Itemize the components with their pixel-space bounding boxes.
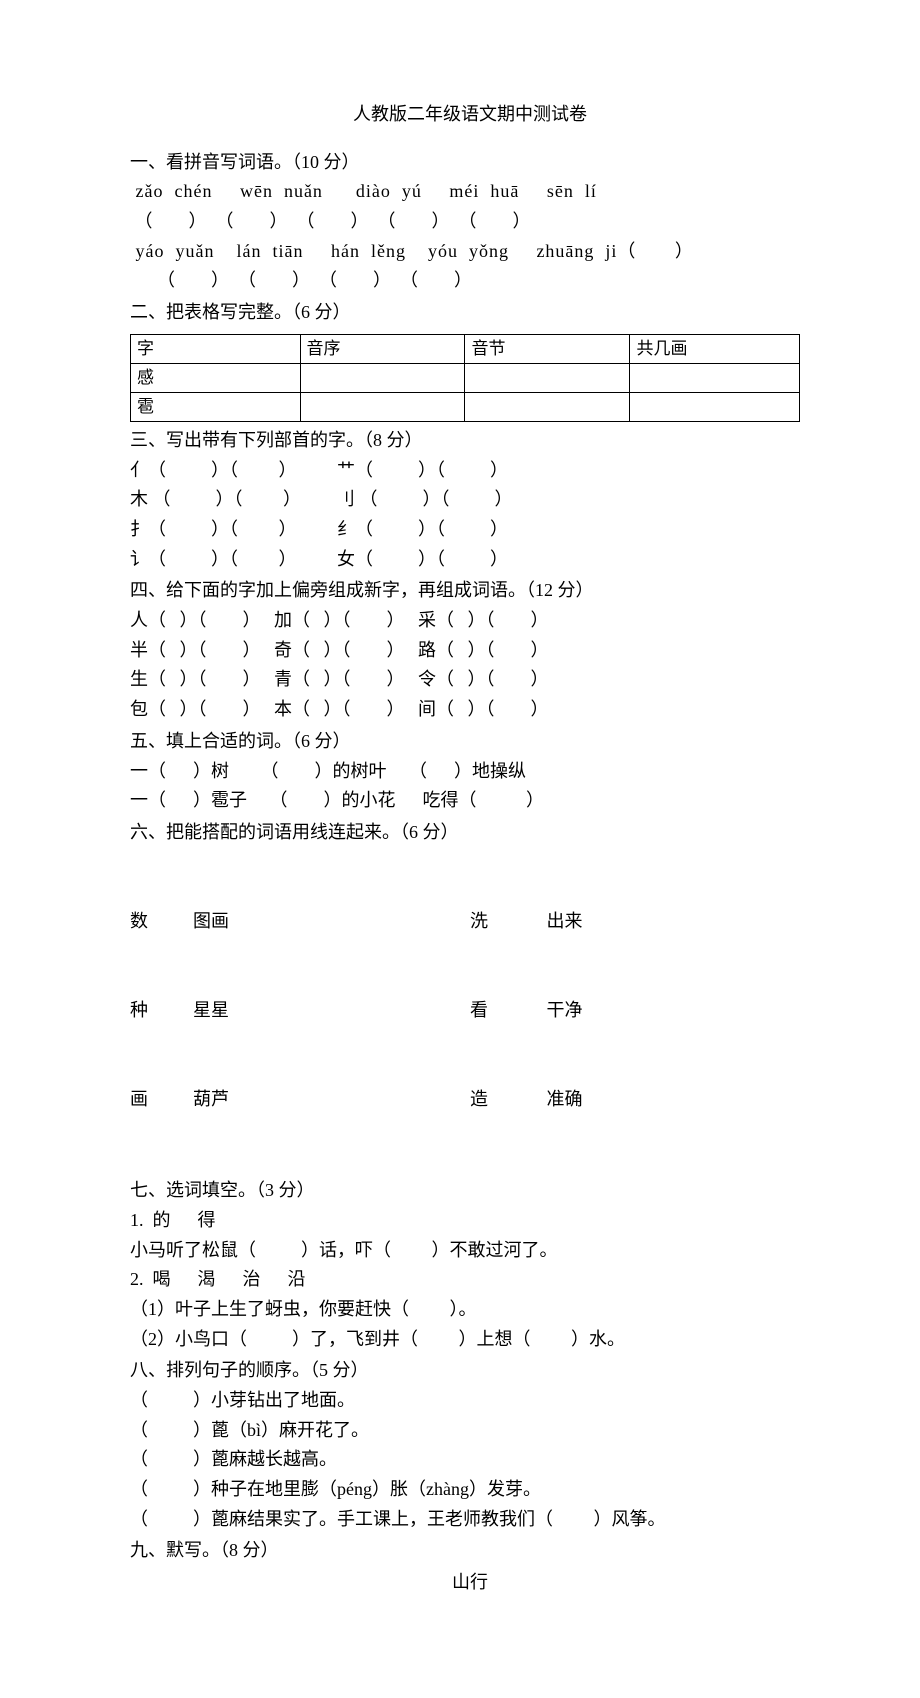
cell	[300, 363, 465, 392]
cell	[465, 392, 630, 421]
q4-line: 包（ ）（ ） 本（ ）（ ） 间（ ）（ ）	[130, 695, 810, 725]
cell	[465, 363, 630, 392]
poem-title: 山行	[130, 1568, 810, 1598]
cell	[630, 363, 800, 392]
q8-line: （ ）种子在地里膨（péng）胀（zhàng）发芽。	[130, 1475, 810, 1505]
q6-left-row: 种 星星	[130, 996, 470, 1026]
q6-left-row: 数 图画	[130, 907, 470, 937]
q6-right-row: 造 准确	[470, 1085, 583, 1115]
q5-heading: 五、填上合适的词。（6 分）	[130, 727, 810, 757]
q4-line: 生（ ）（ ） 青（ ）（ ） 令（ ）（ ）	[130, 665, 810, 695]
q8-line: （ ）蓖麻越长越高。	[130, 1445, 810, 1475]
q7-item2-line1: （1）叶子上生了蚜虫，你要赶快（ ）。	[130, 1295, 810, 1325]
q5-line: 一（ ）雹子 （ ）的小花 吃得（ ）	[130, 786, 810, 816]
q1-pinyin-1: zǎo chén wēn nuǎn diào yú méi huā sēn lí	[130, 177, 810, 207]
th-yinxu: 音序	[300, 334, 465, 363]
q8-line: （ ）蓖麻结果实了。手工课上，王老师教我们（ ）风筝。	[130, 1505, 810, 1535]
cell: 雹	[131, 392, 301, 421]
question-6: 六、把能搭配的词语用线连起来。（6 分） 数 图画 种 星星 画 葫芦 洗 出来…	[130, 818, 810, 1174]
table-row: 字 音序 音节 共几画	[131, 334, 800, 363]
question-8: 八、排列句子的顺序。（5 分） （ ）小芽钻出了地面。 （ ）蓖（bì）麻开花了…	[130, 1356, 810, 1534]
cell: 感	[131, 363, 301, 392]
q8-heading: 八、排列句子的顺序。（5 分）	[130, 1356, 810, 1386]
cell	[300, 392, 465, 421]
q4-heading: 四、给下面的字加上偏旁组成新字，再组成词语。（12 分）	[130, 576, 810, 606]
q3-line: 木 （ ）（ ） 刂 （ ）（ ）	[130, 485, 810, 515]
q4-line: 人（ ）（ ） 加（ ）（ ） 采（ ）（ ）	[130, 606, 810, 636]
q7-item2-label: 2. 喝 渴 治 沿	[130, 1265, 810, 1295]
question-5: 五、填上合适的词。（6 分） 一（ ）树 （ ）的树叶 （ ）地操纵 一（ ）雹…	[130, 727, 810, 816]
q3-line: 扌（ ）（ ） 纟（ ）（ ）	[130, 515, 810, 545]
cell	[630, 392, 800, 421]
q7-item1-line: 小马听了松鼠（ ）话，吓（ ）不敢过河了。	[130, 1236, 810, 1266]
th-yinjie: 音节	[465, 334, 630, 363]
q8-line: （ ）蓖（bì）麻开花了。	[130, 1416, 810, 1446]
q2-heading: 二、把表格写完整。（6 分）	[130, 298, 810, 328]
q3-line: 亻（ ）（ ） 艹（ ）（ ）	[130, 456, 810, 486]
q3-line: 讠（ ）（ ） 女（ ）（ ）	[130, 545, 810, 575]
q6-heading: 六、把能搭配的词语用线连起来。（6 分）	[130, 818, 810, 848]
q6-right-row: 洗 出来	[470, 907, 583, 937]
question-1: 一、看拼音写词语。（10 分） zǎo chén wēn nuǎn diào y…	[130, 148, 810, 296]
question-9: 九、默写。（8 分） 山行	[130, 1536, 810, 1597]
q6-right-row: 看 干净	[470, 996, 583, 1026]
table-row: 感	[131, 363, 800, 392]
q7-heading: 七、选词填空。（3 分）	[130, 1176, 810, 1206]
q9-heading: 九、默写。（8 分）	[130, 1536, 810, 1566]
exam-title: 人教版二年级语文期中测试卷	[130, 100, 810, 130]
q3-heading: 三、写出带有下列部首的字。（8 分）	[130, 426, 810, 456]
q4-line: 半（ ）（ ） 奇（ ）（ ） 路（ ）（ ）	[130, 636, 810, 666]
question-3: 三、写出带有下列部首的字。（8 分） 亻（ ）（ ） 艹（ ）（ ） 木 （ ）…	[130, 426, 810, 574]
q2-table: 字 音序 音节 共几画 感 雹	[130, 334, 800, 422]
q1-blanks-2: （ ） （ ） （ ） （ ）	[130, 266, 810, 296]
q8-line: （ ）小芽钻出了地面。	[130, 1386, 810, 1416]
q6-left-row: 画 葫芦	[130, 1085, 470, 1115]
question-4: 四、给下面的字加上偏旁组成新字，再组成词语。（12 分） 人（ ）（ ） 加（ …	[130, 576, 810, 724]
question-2: 二、把表格写完整。（6 分） 字 音序 音节 共几画 感 雹	[130, 298, 810, 422]
q7-item2-line2: （2）小鸟口（ ）了，飞到井（ ）上想（ ）水。	[130, 1325, 810, 1355]
q1-pinyin-2: yáo yuǎn lán tiān hán lěng yóu yǒng zhuā…	[130, 237, 810, 267]
q7-item1-label: 1. 的 得	[130, 1206, 810, 1236]
q1-blanks-1: （ ） （ ） （ ） （ ） （ ）	[130, 207, 810, 237]
q1-heading: 一、看拼音写词语。（10 分）	[130, 148, 810, 178]
table-row: 雹	[131, 392, 800, 421]
th-char: 字	[131, 334, 301, 363]
q5-line: 一（ ）树 （ ）的树叶 （ ）地操纵	[130, 757, 810, 787]
th-strokes: 共几画	[630, 334, 800, 363]
question-7: 七、选词填空。（3 分） 1. 的 得 小马听了松鼠（ ）话，吓（ ）不敢过河了…	[130, 1176, 810, 1354]
